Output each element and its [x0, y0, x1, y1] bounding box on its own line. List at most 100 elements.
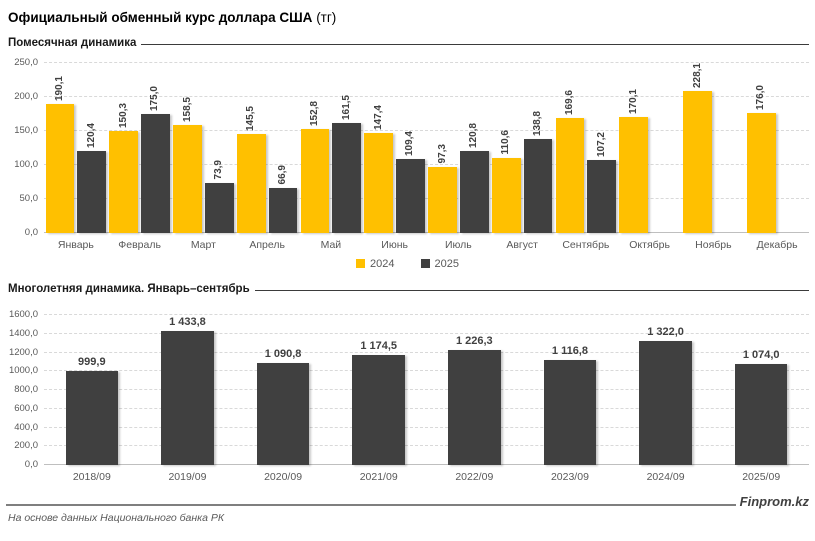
bar-slot: 147,4	[364, 63, 394, 233]
bar-2024-Декабрь	[746, 113, 776, 233]
bar-value-label: 176,0	[755, 85, 767, 111]
bar-value-label: 1 226,3	[455, 335, 493, 348]
y-tick-label: 800,0	[14, 384, 38, 395]
x-axis-line	[44, 232, 809, 233]
bar-slot: 158,5	[173, 63, 202, 233]
bar-2024-Апрель	[236, 134, 266, 233]
y-tick-label: 0,0	[24, 459, 38, 470]
bar-slot	[651, 63, 680, 233]
y-tick-label: 100,0	[14, 159, 38, 170]
bar-value-label: 1 074,0	[742, 349, 780, 362]
x-axis-label: 2019/09	[168, 471, 207, 483]
bar-slot	[779, 63, 808, 233]
y-tick-label: 1200,0	[8, 346, 38, 358]
bar-group-2023/09: 1 116,8	[522, 315, 618, 465]
x-axis-label: Апрель	[249, 239, 285, 251]
x-axis-label: 2023/09	[550, 471, 589, 483]
bar-2024-Май	[300, 129, 330, 233]
x-axis-label: Октябрь	[629, 239, 670, 251]
bar-value-label: 145,5	[245, 106, 257, 132]
bar-Январь–сентябрь-2025/09	[734, 364, 788, 465]
y-tick-label: 400,0	[14, 421, 38, 433]
bar-group-2020/09: 1 090,8	[235, 315, 331, 465]
bar-value-label: 120,8	[468, 122, 480, 148]
bar-slot: 1 433,8	[161, 315, 214, 465]
bar-slot: 73,9	[204, 63, 234, 233]
bar-value-label: 109,4	[404, 130, 416, 156]
bar-slot: 161,5	[332, 63, 362, 233]
y-tick-label: 250,0	[14, 57, 38, 68]
bar-slot	[715, 63, 744, 233]
bar-slot: 999,9	[65, 315, 119, 465]
y-tick-label: 200,0	[14, 91, 38, 102]
bar-group-2024/09: 1 322,0	[618, 315, 714, 465]
bar-value-label: 107,2	[595, 132, 607, 158]
gridline	[44, 130, 809, 131]
bar-value-label: 170,1	[627, 89, 639, 115]
gridline	[44, 389, 809, 390]
bar-Январь–сентябрь-2020/09	[256, 362, 310, 465]
bar-slot: 169,6	[555, 63, 585, 233]
x-axis-label: Февраль	[118, 239, 161, 251]
bar-value-label: 73,9	[213, 160, 225, 180]
bar-group-Сентябрь: 169,6 107,2	[554, 63, 618, 233]
bar-2024-Сентябрь	[555, 117, 585, 233]
monthly-section-title: Помесячная динамика	[8, 37, 137, 49]
bar-2025-Январь	[77, 151, 107, 233]
bar-group-Октябрь: 170,1	[618, 63, 682, 233]
gridline	[44, 426, 809, 428]
y-tick-label: 1600,0	[8, 309, 38, 320]
bar-slot: 109,4	[396, 63, 425, 233]
footer: Finprom.kz	[6, 494, 809, 509]
x-axis-label: Май	[320, 239, 342, 251]
gridline	[44, 332, 809, 334]
bar-value-label: 999,9	[78, 356, 106, 369]
gridline	[44, 96, 809, 97]
page-title-unit: (тг)	[316, 10, 337, 25]
x-axis-label: 2021/09	[359, 471, 398, 483]
bar-2025-Август	[523, 138, 553, 233]
bar-slot: 66,9	[268, 63, 298, 233]
x-axis-label: Июнь	[381, 239, 408, 251]
bar-value-label: 161,5	[340, 95, 352, 121]
bar-slot: 228,1	[683, 63, 712, 233]
x-axis-label: Сентябрь	[562, 239, 610, 251]
monthly-chart: 0,0 50,0 100,0 150,0 200,0 250,0 190,1 120,4 15…	[6, 58, 809, 251]
y-tick-label: 0,0	[24, 227, 38, 238]
legend-swatch-2024	[356, 259, 366, 268]
bar-value-label: 1 116,8	[551, 345, 588, 358]
bar-value-label: 228,1	[691, 63, 703, 89]
bar-2025-Февраль	[141, 114, 170, 233]
bar-value-label: 120,4	[85, 123, 97, 149]
x-axis-label: Июль	[444, 239, 472, 251]
gridline	[44, 62, 809, 63]
bar-2024-Июль	[428, 166, 457, 233]
bar-groups: 190,1 120,4 150,3 175,0 158,5 73,9 145,5 66,9 15…	[44, 63, 809, 233]
bar-2024-Январь	[45, 103, 75, 233]
x-axis-label: Январь	[57, 239, 94, 251]
monthly-y-axis: 0,0 50,0 100,0 150,0 200,0 250,0	[6, 58, 44, 238]
x-axis-label: 2018/09	[72, 471, 111, 483]
bar-slot: 120,8	[459, 63, 489, 233]
bar-slot: 107,2	[587, 63, 617, 233]
bar-slot: 110,6	[491, 63, 521, 233]
gridline	[44, 164, 809, 165]
bar-slot: 1 174,5	[352, 315, 405, 465]
x-axis-label: 2022/09	[455, 471, 494, 483]
bar-value-label: 150,3	[117, 102, 129, 128]
legend-swatch-2025	[420, 259, 430, 268]
y-tick-label: 1400,0	[8, 327, 38, 339]
bar-2025-Июнь	[396, 158, 425, 233]
bar-slot: 1 074,0	[734, 315, 788, 465]
legend-label: 2025	[434, 257, 459, 270]
bar-group-2025/09: 1 074,0	[713, 315, 809, 465]
bar-group-2021/09: 1 174,5	[331, 315, 427, 465]
bar-group-Апрель: 145,5 66,9	[235, 63, 299, 233]
legend: 2024 2025	[0, 256, 815, 271]
bar-group-2022/09: 1 226,3	[427, 315, 523, 465]
y-tick-label: 150,0	[14, 125, 38, 136]
bar-Январь–сентябрь-2018/09	[65, 371, 119, 465]
monthly-section-header: Помесячная динамика	[8, 37, 809, 49]
bar-Январь–сентябрь-2021/09	[352, 354, 405, 465]
bar-value-label: 190,1	[54, 75, 66, 101]
